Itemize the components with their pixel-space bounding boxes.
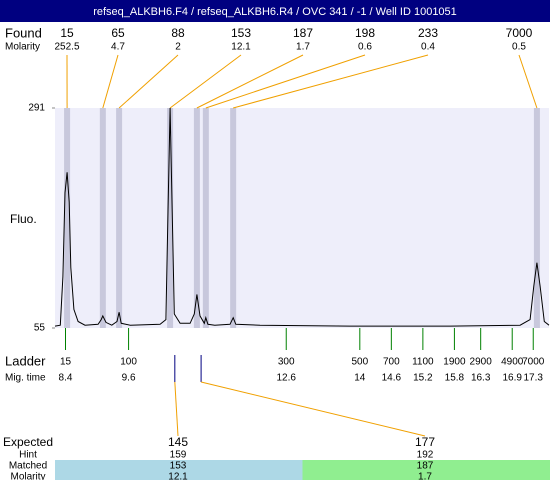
- ladder-size: 300: [278, 357, 295, 368]
- expected-row-label: Hint: [19, 450, 37, 461]
- expected-matched: 187: [417, 461, 434, 472]
- x-tick-label: 15.8: [445, 373, 465, 384]
- found-size: 198: [355, 26, 375, 40]
- expected-sizes: 177: [415, 435, 435, 449]
- expected-molarity: 1.7: [418, 472, 432, 480]
- expected-molarity: 12.1: [168, 472, 188, 480]
- found-connector: [197, 55, 303, 108]
- expected-connector: [175, 382, 178, 436]
- found-connector: [119, 55, 178, 108]
- peak-band: [116, 108, 122, 328]
- found-molarity: 0.5: [512, 42, 526, 53]
- ladder-size: 100: [120, 357, 137, 368]
- ladder-size: 700: [383, 357, 400, 368]
- peak-band: [230, 108, 236, 328]
- y-label: Fluo.: [10, 212, 37, 226]
- x-tick-label: 9.6: [122, 373, 136, 384]
- x-tick-label: 16.9: [502, 373, 522, 384]
- y-tick-label: 291: [28, 103, 45, 114]
- molarity-label: Molarity: [5, 42, 40, 53]
- found-molarity: 12.1: [231, 42, 251, 53]
- ladder-size: 500: [351, 357, 368, 368]
- peak-band: [100, 108, 106, 328]
- found-size: 187: [293, 26, 313, 40]
- found-connector: [103, 55, 118, 108]
- peak-band: [203, 108, 209, 328]
- found-connector: [233, 55, 428, 108]
- ladder-label: Ladder: [5, 353, 46, 368]
- found-label: Found: [5, 25, 42, 40]
- found-molarity: 1.7: [296, 42, 310, 53]
- found-size: 7000: [506, 26, 533, 40]
- found-molarity: 2: [175, 42, 181, 53]
- expected-row-label: Matched: [9, 461, 47, 472]
- x-tick-label: 12.6: [276, 373, 296, 384]
- expected-hint: 192: [417, 450, 434, 461]
- found-size: 88: [171, 26, 185, 40]
- x-tick-label: 8.4: [59, 373, 73, 384]
- ladder-size: 2900: [470, 357, 493, 368]
- found-molarity: 0.6: [358, 42, 372, 53]
- expected-row-label: Expected: [3, 435, 53, 449]
- x-tick-label: 16.3: [471, 373, 491, 384]
- ladder-size: 1900: [443, 357, 466, 368]
- x-tick-label: 14: [354, 373, 366, 384]
- found-size: 233: [418, 26, 438, 40]
- x-tick-label: 15.2: [413, 373, 433, 384]
- expected-matched: 153: [170, 461, 187, 472]
- found-molarity: 252.5: [54, 42, 79, 53]
- ladder-size: 7000: [522, 357, 545, 368]
- ladder-size: 4900: [501, 357, 524, 368]
- x-tick-label: 14.6: [382, 373, 402, 384]
- found-size: 15: [60, 26, 74, 40]
- x-tick-label: 17.3: [523, 373, 543, 384]
- found-size: 153: [231, 26, 251, 40]
- x-label: Mig. time: [5, 373, 46, 384]
- expected-connector: [201, 382, 425, 436]
- expected-hint: 159: [170, 450, 187, 461]
- peak-band: [534, 108, 540, 328]
- ladder-size: 1100: [412, 357, 434, 368]
- expected-row-label: Molarity: [10, 472, 45, 480]
- found-size: 65: [111, 26, 125, 40]
- expected-sizes: 145: [168, 435, 188, 449]
- title: refseq_ALKBH6.F4 / refseq_ALKBH6.R4 / OV…: [93, 6, 457, 18]
- found-molarity: 4.7: [111, 42, 125, 53]
- plot-area: [55, 108, 549, 328]
- found-connector: [519, 55, 537, 108]
- ladder-size: 15: [60, 357, 72, 368]
- found-molarity: 0.4: [421, 42, 435, 53]
- y-tick-label: 55: [34, 323, 46, 334]
